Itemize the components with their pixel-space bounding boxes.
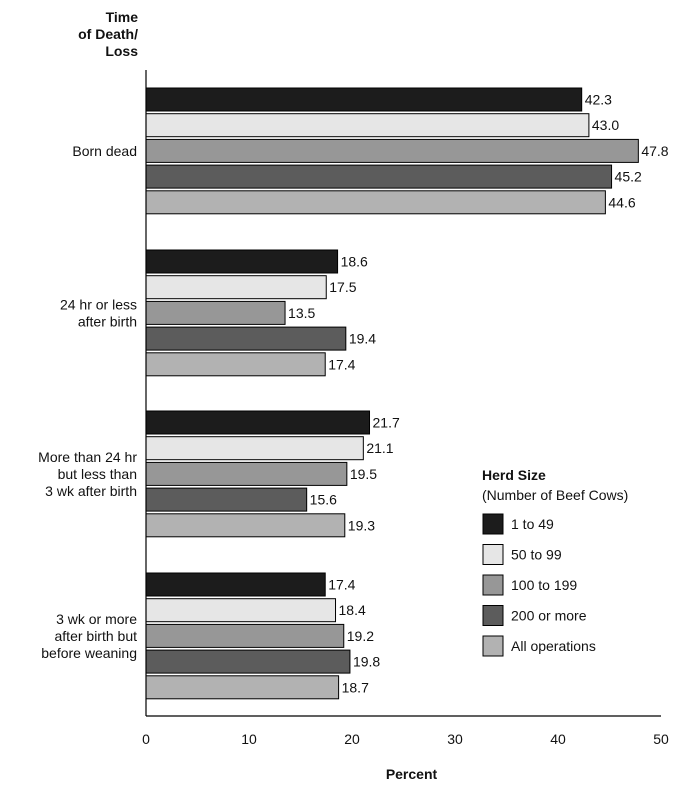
bar	[145, 675, 340, 700]
bar-value-label: 13.5	[288, 305, 315, 321]
legend-label: All operations	[511, 638, 596, 654]
category-label: after birth	[78, 313, 137, 329]
category-label: but less than	[58, 466, 137, 482]
bar-value-label: 17.5	[329, 279, 356, 295]
bar	[145, 113, 590, 138]
bar	[145, 410, 371, 435]
x-ticks-group: 0 10 20 30 40 50	[142, 731, 669, 747]
x-axis-title: Percent	[386, 766, 438, 782]
x-tick-label: 20	[344, 731, 360, 747]
bar	[145, 275, 327, 300]
bar	[145, 190, 606, 215]
bar	[145, 598, 337, 623]
category-label: 3 wk after birth	[45, 483, 137, 499]
category-label: More than 24 hr	[38, 449, 137, 465]
legend-label: 50 to 99	[511, 547, 562, 563]
category-label: after birth but	[55, 628, 138, 644]
bar-value-label: 17.4	[328, 356, 355, 372]
bar-value-label: 21.7	[373, 415, 400, 431]
bar-value-label: 19.3	[348, 517, 375, 533]
bar-value-label: 19.4	[349, 331, 376, 347]
x-tick-label: 10	[241, 731, 257, 747]
bar-value-label: 18.6	[341, 254, 368, 270]
legend-label: 1 to 49	[511, 516, 554, 532]
legend-swatch	[482, 605, 504, 626]
legend-swatch	[482, 574, 504, 596]
bar-value-label: 47.8	[641, 143, 668, 159]
legend-swatch	[482, 544, 504, 565]
legend-items: 1 to 49 50 to 99 100 to 199 200 or more All …	[482, 513, 596, 657]
bar	[145, 300, 286, 325]
category-label: 3 wk or more	[56, 611, 137, 627]
bar	[145, 164, 613, 189]
bar-value-label: 19.2	[347, 628, 374, 644]
category-label: before weaning	[41, 645, 137, 661]
bar-value-label: 44.6	[608, 194, 635, 210]
bar	[145, 623, 345, 648]
bar-value-label: 17.4	[328, 577, 355, 593]
bar-value-label: 18.7	[342, 679, 369, 695]
bar-value-label: 21.1	[366, 440, 393, 456]
bar-value-label: 15.6	[310, 492, 337, 508]
bar-value-label: 45.2	[615, 169, 642, 185]
legend-title: Herd Size	[482, 467, 546, 483]
bar	[145, 249, 339, 274]
legend-label: 100 to 199	[511, 577, 577, 593]
category-label: Born dead	[72, 143, 137, 159]
bar-value-label: 43.0	[592, 117, 619, 133]
bar	[145, 513, 346, 538]
bar	[145, 436, 364, 461]
legend-swatch	[482, 635, 504, 657]
x-tick-label: 50	[653, 731, 669, 747]
bar	[145, 326, 347, 351]
legend-label: 200 or more	[511, 608, 587, 624]
x-tick-label: 30	[447, 731, 463, 747]
bar	[145, 138, 639, 163]
legend-subtitle: (Number of Beef Cows)	[482, 487, 628, 503]
bar-value-label: 19.8	[353, 654, 380, 670]
bar-value-label: 19.5	[350, 466, 377, 482]
category-label: 24 hr or less	[60, 296, 137, 312]
y-axis-title-line: Loss	[105, 43, 138, 59]
bar-value-label: 18.4	[339, 602, 366, 618]
x-tick-label: 40	[550, 731, 566, 747]
bar	[145, 87, 583, 112]
y-axis-title-line: of Death/	[78, 26, 138, 42]
bar-value-label: 42.3	[585, 92, 612, 108]
bar	[145, 572, 326, 597]
bar	[145, 352, 326, 377]
bar	[145, 649, 351, 674]
bar	[145, 487, 308, 512]
value-labels-group: 42.3 18.6 21.7 17.4 43.0 17.5 21.1 18.4 47.8 13.5…	[288, 92, 669, 696]
legend-swatch	[482, 513, 504, 535]
bar	[145, 461, 348, 486]
y-axis-title-line: Time	[106, 9, 139, 25]
x-tick-label: 0	[142, 731, 150, 747]
legend: Herd Size (Number of Beef Cows) 1 to 49 5…	[482, 467, 628, 657]
